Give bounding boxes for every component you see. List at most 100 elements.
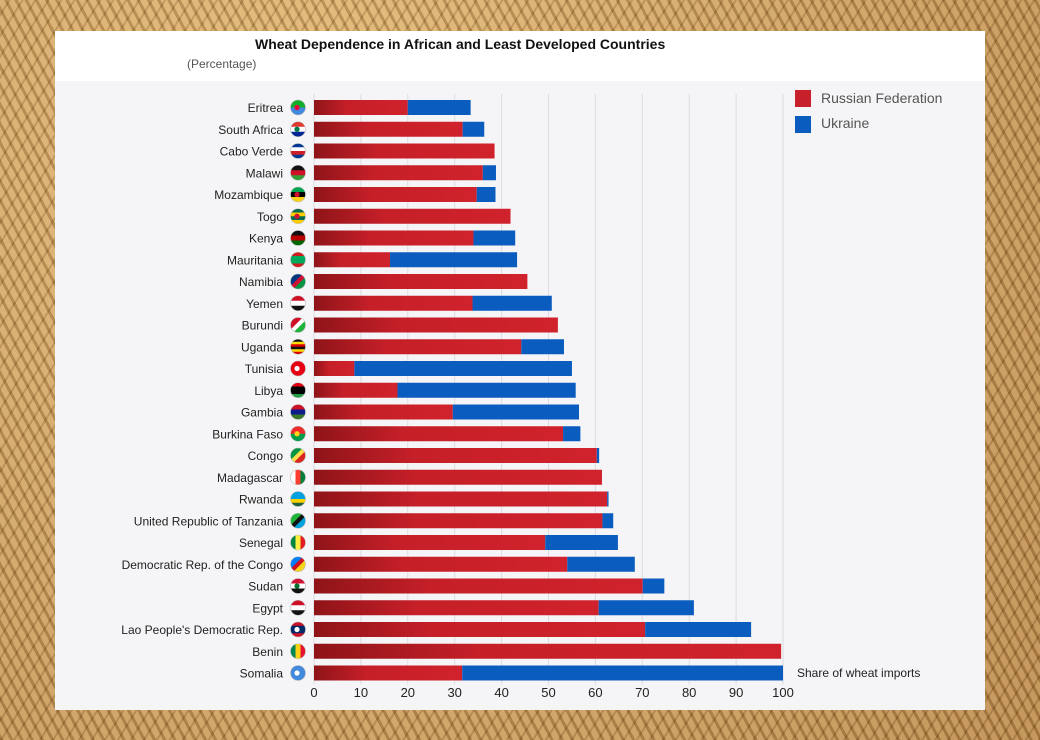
category-label-mauritania: Mauritania bbox=[227, 253, 283, 267]
bar-russia-lao-people-s-democratic-rep bbox=[314, 622, 646, 637]
flag-libya-icon bbox=[290, 382, 306, 399]
category-labels: Eritrea South Africa Cabo Verde Malawi Mozam… bbox=[121, 101, 283, 681]
stacked-bar-chart: Eritrea South Africa Cabo Verde Malawi Mozam… bbox=[121, 90, 942, 700]
bar-ukraine-burkina-faso bbox=[563, 426, 581, 442]
flag-tunisia-icon bbox=[290, 360, 306, 377]
flag-cabo-verde-icon bbox=[290, 143, 306, 159]
x-tick-label: 0 bbox=[310, 685, 317, 700]
legend-swatch-russian-federation bbox=[795, 90, 811, 107]
bar-ukraine-south-africa bbox=[462, 121, 485, 137]
bar-ukraine-mozambique bbox=[476, 187, 496, 202]
category-label-benin: Benin bbox=[252, 645, 283, 659]
legend-swatch-ukraine bbox=[795, 116, 811, 133]
flag-uganda-icon bbox=[290, 338, 306, 355]
category-label-eritrea: Eritrea bbox=[248, 101, 284, 115]
category-label-burundi: Burundi bbox=[242, 319, 283, 333]
category-label-libya: Libya bbox=[254, 384, 283, 398]
bar-ukraine-congo bbox=[596, 448, 600, 463]
flag-sudan-icon bbox=[290, 578, 306, 594]
legend-label-ukraine: Ukraine bbox=[821, 115, 869, 131]
bar-russia-cabo-verde bbox=[314, 143, 495, 159]
bar-russia-south-africa bbox=[314, 121, 463, 137]
bar-russia-namibia bbox=[314, 274, 528, 289]
bar-russia-rwanda bbox=[314, 491, 608, 507]
flag-burundi-icon bbox=[290, 317, 306, 333]
legend: Russian Federation Ukraine bbox=[795, 90, 942, 133]
bar-russia-sudan bbox=[314, 578, 643, 594]
bar-russia-burkina-faso bbox=[314, 426, 564, 442]
bar-russia-egypt bbox=[314, 600, 599, 616]
x-tick-label: 40 bbox=[494, 685, 508, 700]
bar-russia-kenya bbox=[314, 230, 474, 246]
flag-mauritania-icon bbox=[290, 251, 306, 268]
x-tick-label: 10 bbox=[354, 685, 368, 700]
bar-ukraine-somalia bbox=[462, 665, 783, 681]
category-label-somalia: Somalia bbox=[240, 667, 284, 681]
category-label-united-republic-of-tanzania: United Republic of Tanzania bbox=[134, 514, 284, 528]
flag-rwanda-icon bbox=[290, 491, 306, 507]
category-label-senegal: Senegal bbox=[239, 536, 283, 550]
bar-russia-mozambique bbox=[314, 187, 477, 202]
bar-ukraine-democratic-rep-of-the-congo bbox=[567, 556, 635, 572]
bar-russia-congo bbox=[314, 448, 597, 463]
chart-subtitle: (Percentage) bbox=[187, 57, 257, 71]
bar-ukraine-rwanda bbox=[607, 491, 609, 507]
title-band: Wheat Dependence in African and Least De… bbox=[55, 31, 985, 81]
bar-ukraine-lao-people-s-democratic-rep bbox=[645, 622, 752, 637]
x-tick-label: 100 bbox=[772, 685, 794, 700]
bar-ukraine-uganda bbox=[521, 339, 564, 355]
bar-russia-malawi bbox=[314, 165, 483, 181]
x-tick-label: 60 bbox=[588, 685, 602, 700]
flag-malawi-icon bbox=[290, 164, 306, 181]
bar-ukraine-senegal bbox=[545, 535, 618, 550]
x-tick-label: 30 bbox=[447, 685, 461, 700]
flag-eritrea-icon bbox=[290, 99, 306, 116]
bar-russia-benin bbox=[314, 643, 782, 659]
flag-congo-icon bbox=[290, 447, 306, 464]
flag-laos-icon bbox=[290, 621, 306, 638]
category-label-madagascar: Madagascar bbox=[217, 471, 283, 485]
bar-russia-togo bbox=[314, 208, 511, 224]
flag-dr-congo-icon bbox=[290, 556, 306, 573]
bar-russia-gambia bbox=[314, 404, 453, 420]
bar-ukraine-yemen bbox=[472, 295, 552, 311]
x-axis-ticks: 0 10 20 30 40 50 60 70 80 90 100 bbox=[310, 685, 793, 700]
bar-ukraine-united-republic-of-tanzania bbox=[602, 513, 614, 529]
bar-russia-somalia bbox=[314, 665, 463, 681]
flag-benin-icon bbox=[290, 643, 306, 660]
bar-russia-tunisia bbox=[314, 361, 355, 376]
bar-russia-uganda bbox=[314, 339, 522, 355]
category-label-rwanda: Rwanda bbox=[239, 493, 283, 507]
category-label-sudan: Sudan bbox=[248, 580, 283, 594]
category-label-gambia: Gambia bbox=[241, 406, 283, 420]
flag-gambia-icon bbox=[290, 404, 306, 420]
flags bbox=[290, 99, 306, 681]
category-label-cabo-verde: Cabo Verde bbox=[220, 145, 284, 159]
category-label-namibia: Namibia bbox=[239, 275, 283, 289]
bar-ukraine-sudan bbox=[642, 578, 665, 594]
bar-ukraine-malawi bbox=[482, 165, 496, 181]
chart-title: Wheat Dependence in African and Least De… bbox=[255, 36, 666, 52]
flag-togo-icon bbox=[290, 208, 306, 225]
bar-ukraine-eritrea bbox=[407, 100, 471, 115]
chart-panel: Wheat Dependence in African and Least De… bbox=[55, 31, 985, 710]
bar-russia-yemen bbox=[314, 295, 473, 311]
flag-tanzania-icon bbox=[290, 512, 306, 529]
flag-kenya-icon bbox=[290, 230, 306, 246]
x-tick-label: 50 bbox=[541, 685, 555, 700]
flag-burkina-faso-icon bbox=[290, 425, 306, 442]
category-label-tunisia: Tunisia bbox=[245, 362, 284, 376]
x-tick-label: 70 bbox=[635, 685, 649, 700]
category-label-malawi: Malawi bbox=[246, 166, 283, 180]
bar-russia-libya bbox=[314, 382, 398, 398]
flag-namibia-icon bbox=[290, 273, 306, 290]
category-label-burkina-faso: Burkina Faso bbox=[212, 427, 283, 441]
bar-ukraine-mauritania bbox=[389, 252, 518, 268]
bar-ukraine-libya bbox=[397, 382, 576, 398]
bar-ukraine-kenya bbox=[473, 230, 516, 246]
flag-madagascar-icon bbox=[290, 469, 306, 486]
bar-russia-democratic-rep-of-the-congo bbox=[314, 556, 568, 572]
bar-russia-eritrea bbox=[314, 100, 408, 115]
category-label-togo: Togo bbox=[257, 210, 283, 224]
category-label-south-africa: South Africa bbox=[218, 123, 283, 137]
